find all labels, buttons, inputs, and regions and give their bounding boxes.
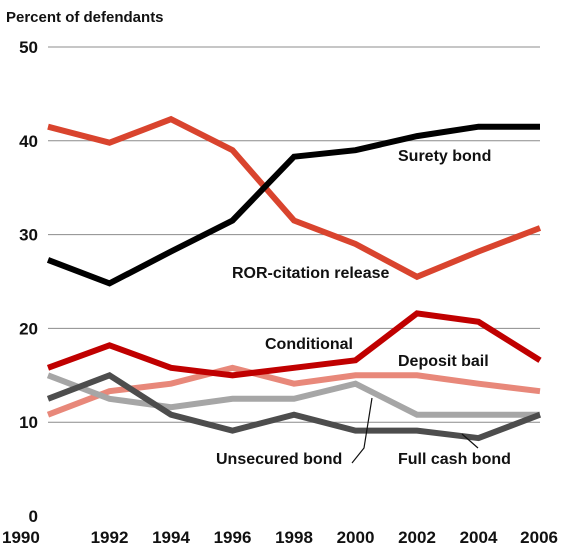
series-line-full-cash-bond xyxy=(46,371,542,442)
y-tick-label: 30 xyxy=(19,226,38,245)
series-label: ROR-citation release xyxy=(232,265,389,282)
leader-line-full-cash-bond xyxy=(461,433,479,449)
series-lines xyxy=(46,115,542,464)
x-tick-label: 2000 xyxy=(337,528,375,547)
series-label: Unsecured bond xyxy=(216,451,342,468)
series-label: Full cash bond xyxy=(398,451,511,468)
series-line-conditional xyxy=(46,310,542,379)
x-tick-label: 1994 xyxy=(152,528,190,547)
x-tick-label: 1998 xyxy=(275,528,313,547)
x-tick-label: 1992 xyxy=(91,528,129,547)
y-tick-label: 50 xyxy=(19,38,38,57)
x-tick-label: 1990 xyxy=(2,528,40,547)
x-axis-ticks: 1990 1992 1994 1996 1998 2000 2002 2004 2006 xyxy=(2,528,558,547)
x-tick-label: 2006 xyxy=(520,528,558,547)
x-tick-label: 1996 xyxy=(214,528,252,547)
x-tick-label: 2002 xyxy=(398,528,436,547)
y-tick-label: 40 xyxy=(19,132,38,151)
series-label: Conditional xyxy=(265,336,353,353)
series-line-surety-bond xyxy=(46,123,540,287)
y-axis-ticks: 0 10 20 30 40 50 xyxy=(19,38,38,526)
x-tick-label: 2004 xyxy=(460,528,498,547)
gridlines xyxy=(48,46,540,423)
y-axis-label: Percent of defendants xyxy=(6,9,164,26)
series-line-unsecured-bond xyxy=(46,372,540,418)
y-tick-label: 20 xyxy=(19,319,38,338)
leader-line-unsecured-bond xyxy=(351,397,373,464)
series-label: Deposit bail xyxy=(398,353,489,370)
series-label: Surety bond xyxy=(398,148,491,165)
y-tick-label: 10 xyxy=(19,413,38,432)
series-labels: Surety bond ROR-citation release Condition… xyxy=(216,148,511,468)
series-line-ror-citation-release xyxy=(47,115,542,281)
series-line-deposit-bail xyxy=(46,364,541,418)
y-tick-label: 0 xyxy=(29,507,38,526)
